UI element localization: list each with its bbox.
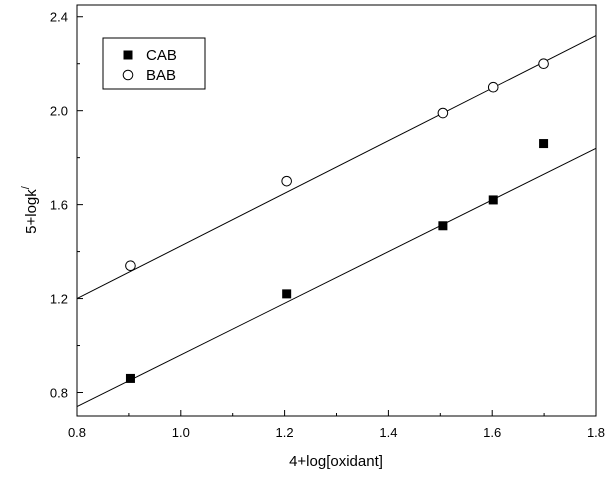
fit-lines <box>76 35 597 408</box>
x-tick-label: 0.8 <box>68 425 86 440</box>
y-tick-label: 1.6 <box>50 198 68 213</box>
data-points <box>125 58 549 383</box>
y-axis-title-superscript: / <box>20 185 32 189</box>
x-tick-label: 1.6 <box>483 425 501 440</box>
data-point-cab <box>282 289 292 299</box>
x-tick-label: 1.8 <box>587 425 605 440</box>
legend-label-bab: BAB <box>146 67 176 84</box>
legend-label-cab: CAB <box>146 47 177 64</box>
data-point-bab <box>125 260 136 271</box>
fit-line-cab <box>76 147 597 408</box>
data-point-bab <box>281 175 292 187</box>
data-point-cab <box>488 195 498 205</box>
y-axis-title-main: 5+logk <box>23 189 40 234</box>
y-axis-title: 5+logk/ <box>20 185 40 234</box>
data-point-cab <box>539 139 549 149</box>
legend-items: CAB BAB <box>122 47 177 84</box>
y-tick-label: 2.4 <box>50 10 68 25</box>
data-point-bab <box>538 58 549 70</box>
y-tick-label: 2.0 <box>50 104 68 119</box>
x-axis: 0.8 1.0 1.2 1.4 1.6 1.8 <box>68 410 605 440</box>
x-tick-label: 1.4 <box>379 425 397 440</box>
data-point-bab <box>487 81 499 93</box>
y-tick-label: 1.2 <box>50 292 68 307</box>
x-tick-label: 1.0 <box>172 425 190 440</box>
legend-marker-cab <box>123 50 133 60</box>
x-axis-title: 4+log[oxidant] <box>289 453 383 470</box>
legend-marker-bab <box>122 69 134 81</box>
legend-box <box>102 37 206 90</box>
x-tick-label: 1.2 <box>276 425 294 440</box>
fit-line-bab <box>76 35 597 300</box>
data-point-cab <box>125 373 135 383</box>
y-axis: 0.8 1.2 1.6 2.0 2.4 <box>50 10 83 401</box>
data-point-bab <box>437 107 449 119</box>
y-tick-label: 0.8 <box>50 386 68 401</box>
data-point-cab <box>438 221 448 231</box>
legend: CAB BAB <box>102 37 206 90</box>
